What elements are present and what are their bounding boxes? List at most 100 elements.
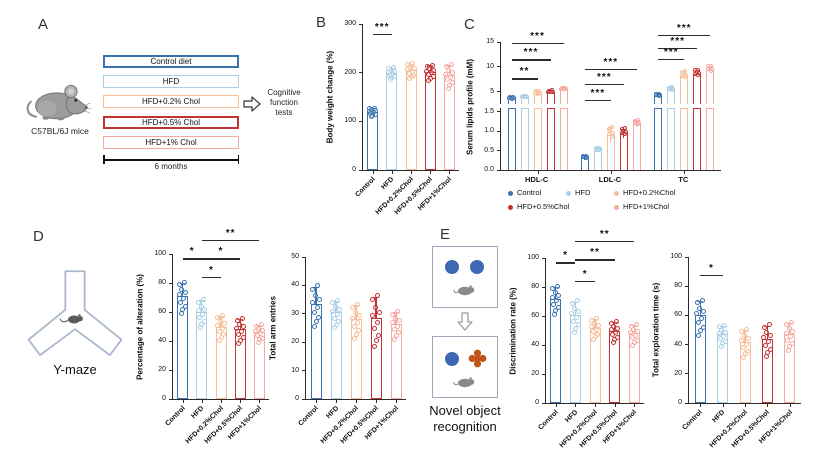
scatter-point <box>708 68 713 73</box>
y-tick-label: 20 <box>674 369 682 377</box>
y-tick-label: 1.0 <box>484 127 494 135</box>
y-tick <box>301 284 305 286</box>
y-tick-label: 40 <box>158 337 166 344</box>
mouse-silhouette-icon <box>453 375 477 389</box>
bar-HFD <box>667 89 676 104</box>
bar-Control <box>507 108 516 170</box>
error-bar <box>696 69 698 79</box>
discrimination-plot: 0 20 40 60 80 100 * * ** ** <box>527 229 644 407</box>
scatter-point <box>374 319 380 325</box>
legend-label-hfd1: HFD+1%Chol <box>623 202 670 211</box>
scatter-point <box>745 348 751 354</box>
x-tick-label: HFD <box>711 409 727 425</box>
x-tick <box>722 403 724 407</box>
scatter-point <box>309 299 315 305</box>
scatter-point <box>331 315 337 321</box>
bar-HFD+0.2%Chol <box>533 93 542 104</box>
y-tick-label: 80 <box>531 283 539 290</box>
x-tick <box>372 170 374 174</box>
x-tick-label: HFD <box>564 409 580 425</box>
scatter-point <box>352 336 358 342</box>
y-tick <box>684 285 688 287</box>
legend-marker-control <box>508 191 513 196</box>
scatter-point <box>371 326 377 332</box>
scatter-point <box>783 330 789 336</box>
scatter-point <box>329 308 335 314</box>
scatter-point <box>656 93 661 98</box>
body-weight-chart: Body weight change (%) 0 100 200 300 *** Contr… <box>318 14 478 220</box>
scatter-point <box>788 334 794 340</box>
scatter-point <box>536 92 541 97</box>
scatter-point <box>551 301 557 307</box>
scatter-point <box>197 315 203 321</box>
significance-marker <box>201 239 260 241</box>
scatter-point <box>311 309 317 315</box>
scatter-point <box>633 321 639 327</box>
scatter-point <box>352 309 358 315</box>
scatter-point <box>556 305 562 311</box>
scatter-point <box>332 304 338 310</box>
panel-e-label: E <box>440 226 451 243</box>
significance-label: *** <box>523 47 539 59</box>
scatter-point <box>583 155 588 160</box>
scatter-point <box>552 311 558 317</box>
significance-marker <box>201 277 221 279</box>
scatter-point <box>572 305 578 311</box>
bar-HFD+1%Chol <box>706 69 715 104</box>
y-tick-label: 5 <box>490 87 494 95</box>
scatter-point <box>629 335 635 341</box>
scatter-point <box>183 290 189 296</box>
bar-HFD <box>667 108 676 170</box>
x-tick <box>336 399 338 403</box>
scatter-point <box>763 353 769 359</box>
scatter-point <box>219 326 225 332</box>
exploration-chart: Total exploration time (s) 0 20 40 60 80 100 * C… <box>646 238 820 453</box>
x-tick <box>745 403 747 407</box>
scatter-point <box>610 332 616 338</box>
y-tick <box>168 340 172 342</box>
scatter-point <box>202 306 208 312</box>
scatter-point <box>217 337 223 343</box>
timeline-bar <box>103 159 239 161</box>
scatter-point <box>391 326 397 332</box>
legend-label-hfd05: HFD+0.5%Chol <box>517 202 570 211</box>
y-tick <box>358 169 362 171</box>
x-tick <box>430 170 432 174</box>
y-tick-label: 20 <box>158 366 166 373</box>
bar-HFD+0.5%Chol <box>619 133 628 170</box>
significance-marker <box>658 58 685 61</box>
scatter-point <box>596 148 601 153</box>
scatter-point <box>718 343 724 349</box>
error-bar <box>597 147 599 152</box>
scatter-point <box>450 70 456 76</box>
scatter-point <box>745 336 751 342</box>
scatter-point <box>350 304 356 310</box>
scatter-point <box>741 333 747 339</box>
scatter-point <box>682 75 687 80</box>
scatter-point <box>718 336 724 342</box>
y-tick <box>541 402 545 404</box>
y-tick <box>168 311 172 313</box>
discrimination-ylabel: Discrimination rate (%) <box>508 286 518 375</box>
y-tick <box>541 257 545 259</box>
alteration-chart: Percentage of alteration (%) 0 20 40 60 80 100… <box>130 228 288 449</box>
error-bar <box>355 305 357 334</box>
scatter-point <box>570 318 576 324</box>
scatter-point <box>573 314 579 320</box>
bar-HFD <box>593 149 602 170</box>
upper-axis-plot: 5 10 15 ** *** *** *** *** *** *** *** *** <box>486 23 721 104</box>
scatter-point <box>310 286 316 292</box>
bar-HFD+0.2%Chol <box>405 70 417 170</box>
significance-marker <box>201 258 241 260</box>
scatter-point <box>786 326 792 332</box>
significance-label: *** <box>670 35 685 47</box>
error-bar <box>623 128 625 138</box>
scatter-point <box>216 329 222 335</box>
alteration-ylabel: Percentage of alteration (%) <box>135 273 145 380</box>
panel-b-label: B <box>316 14 327 31</box>
scatter-point <box>258 322 264 328</box>
scatter-point <box>214 322 220 328</box>
nor-caption-line1: Novel object <box>429 403 501 418</box>
scatter-point <box>178 300 184 306</box>
